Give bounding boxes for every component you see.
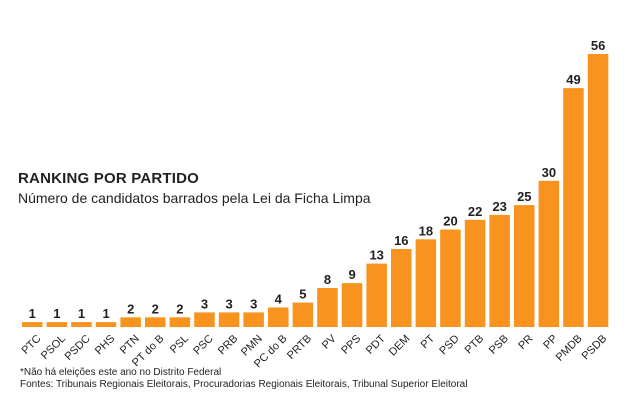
value-label: 5 [299, 287, 306, 302]
bar-psd [440, 229, 461, 327]
category-label: PSOL [39, 333, 68, 362]
bar-pt [415, 239, 437, 328]
value-label: 3 [250, 296, 257, 311]
value-label: 56 [591, 38, 605, 53]
category-label: PR [516, 333, 535, 352]
bar-psdc [71, 322, 92, 327]
category-label: PT [419, 333, 438, 352]
value-label: 30 [542, 165, 556, 180]
value-label: 49 [566, 72, 580, 87]
value-label: 4 [275, 292, 283, 307]
bar-psb [489, 214, 510, 327]
category-label: PSC [191, 333, 216, 358]
value-label: 18 [419, 223, 433, 238]
category-label: PMDB [554, 333, 585, 364]
bar-phs [95, 322, 117, 327]
bar-pv [317, 288, 338, 327]
value-label: 22 [468, 204, 482, 219]
value-label: 16 [394, 233, 408, 248]
category-label: PSDB [580, 333, 610, 363]
bar-prb [218, 312, 240, 327]
value-label: 9 [348, 267, 355, 282]
category-label: PV [320, 332, 339, 351]
bar-pps [341, 283, 363, 327]
category-label: PSL [168, 333, 191, 356]
footnote: *Não há eleições este ano no Distrito Fe… [20, 367, 222, 378]
value-label: 2 [152, 301, 159, 316]
value-label: 1 [29, 306, 36, 321]
bar-ptn [120, 317, 141, 328]
chart-subtitle: Número de candidatos barrados pela Lei d… [18, 190, 371, 206]
sources-note: Fontes: Tribunais Regionais Eleitorais, … [20, 379, 468, 390]
bar-pc-do-b [268, 307, 289, 327]
category-label: DEM [387, 333, 413, 359]
bar-pr [514, 205, 535, 327]
category-label: PSD [437, 333, 462, 358]
bar-dem [391, 249, 412, 327]
category-label: PTB [463, 333, 487, 357]
bar-psl [169, 317, 191, 328]
bar-pmdb [563, 88, 584, 327]
category-label: PRTB [285, 333, 314, 362]
chart-title: RANKING POR PARTIDO [18, 170, 200, 187]
value-label: 2 [176, 301, 183, 316]
bar-prtb [292, 302, 314, 327]
value-label: 2 [127, 301, 134, 316]
value-label: 8 [324, 272, 331, 287]
bar-pdt [366, 263, 387, 327]
bar-ptb [464, 219, 486, 328]
category-label: PP [541, 333, 560, 352]
value-label: 3 [201, 296, 208, 311]
bar-psc [194, 312, 215, 327]
category-label: PPS [339, 333, 363, 357]
value-label: 1 [102, 306, 109, 321]
bar-pmn [243, 312, 264, 327]
bar-psdb [587, 54, 609, 327]
category-label: PRB [216, 333, 240, 357]
value-label: 3 [225, 296, 232, 311]
value-label: 1 [53, 306, 60, 321]
bar-pt-do-b [145, 317, 166, 328]
category-label: PSDC [63, 333, 93, 363]
bar-psol [46, 322, 68, 327]
category-label: PDT [364, 333, 388, 357]
bar-ptc [22, 322, 43, 327]
bar-pp [538, 180, 560, 328]
value-label: 13 [369, 248, 383, 263]
category-label: PSB [487, 333, 511, 357]
value-label: 1 [78, 306, 85, 321]
value-label: 25 [517, 189, 531, 204]
category-label: PHS [93, 333, 117, 357]
value-label: 23 [492, 199, 506, 214]
value-label: 20 [443, 214, 457, 229]
